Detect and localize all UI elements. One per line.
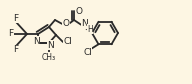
Text: Cl: Cl	[64, 37, 72, 47]
Text: N: N	[48, 40, 54, 49]
Text: N: N	[82, 19, 88, 28]
Text: N: N	[33, 37, 39, 46]
Text: F: F	[13, 14, 19, 23]
Text: H: H	[87, 25, 93, 34]
Text: F: F	[13, 45, 19, 54]
Text: O: O	[63, 18, 70, 27]
Text: O: O	[75, 6, 83, 16]
Text: CH₃: CH₃	[42, 52, 56, 61]
Text: F: F	[8, 29, 14, 38]
Text: Cl: Cl	[83, 48, 92, 57]
